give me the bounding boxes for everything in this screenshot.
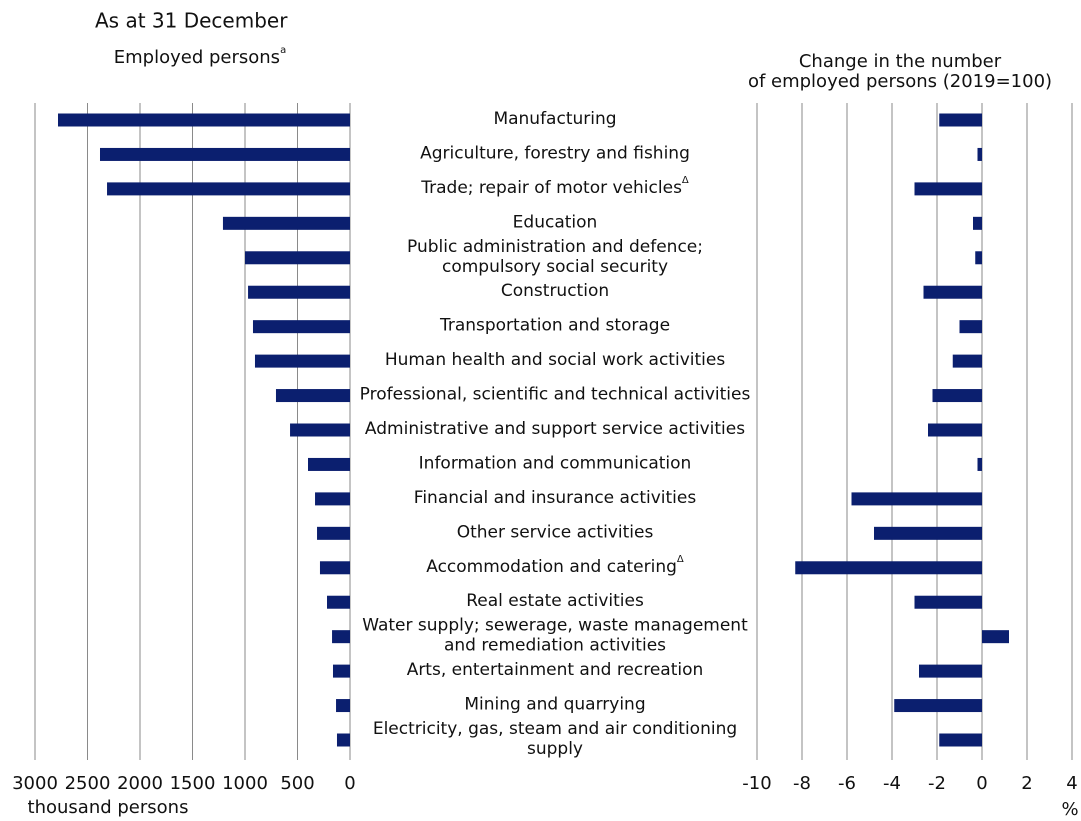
category-label: Professional, scientific and technical a…: [360, 385, 751, 405]
x-tick-label: 2500: [65, 773, 111, 794]
category-label: Construction: [501, 281, 609, 301]
bar: [245, 251, 350, 265]
subtitle: As at 31 December: [95, 9, 288, 33]
bar: [308, 457, 350, 471]
category-label: Manufacturing: [493, 109, 616, 129]
bar: [959, 320, 982, 334]
bar: [290, 423, 350, 437]
category-label: Trade; repair of motor vehiclesΔ: [420, 175, 689, 198]
bar: [248, 285, 350, 299]
x-tick-label: -4: [883, 773, 901, 794]
bar: [874, 526, 982, 540]
x-tick-label: 3000: [12, 773, 58, 794]
bar: [336, 699, 350, 713]
x-tick-label: 2000: [117, 773, 163, 794]
x-tick-label: 500: [280, 773, 314, 794]
category-label: Public administration and defence; compul…: [407, 237, 703, 277]
bar: [275, 389, 350, 403]
bar: [973, 216, 982, 230]
bar: [252, 320, 350, 334]
bar: [977, 147, 982, 161]
bar: [336, 733, 350, 747]
bar: [99, 147, 351, 161]
category-label: Education: [513, 212, 598, 232]
bar: [315, 492, 350, 506]
bar: [932, 389, 982, 403]
bar: [327, 595, 350, 609]
bar: [851, 492, 982, 506]
x-axis-label: %: [1061, 799, 1078, 820]
category-label: Real estate activities: [466, 591, 644, 611]
bar: [919, 664, 982, 678]
category-label: Accommodation and cateringΔ: [426, 554, 684, 577]
bar: [928, 423, 982, 437]
bar: [254, 354, 350, 368]
axis-title: Change in the number of employed persons …: [748, 51, 1052, 92]
bar: [952, 354, 982, 368]
x-tick-label: 0: [976, 773, 987, 794]
bar: [332, 664, 350, 678]
category-label: Financial and insurance activities: [414, 488, 697, 508]
bar: [222, 216, 350, 230]
category-label: Water supply; sewerage, waste management…: [362, 616, 748, 656]
bar: [982, 630, 1009, 644]
category-label: Information and communication: [419, 453, 692, 473]
bar: [894, 699, 982, 713]
x-tick-label: -8: [793, 773, 811, 794]
category-label: Arts, entertainment and recreation: [407, 660, 704, 680]
category-label: Other service activities: [457, 522, 654, 542]
bar: [795, 561, 982, 575]
bar: [317, 526, 350, 540]
x-tick-label: -10: [742, 773, 771, 794]
bar: [977, 457, 982, 471]
bar: [923, 285, 982, 299]
bar: [57, 113, 351, 127]
category-label: Transportation and storage: [439, 316, 670, 336]
bar: [107, 182, 350, 196]
x-tick-label: 1500: [170, 773, 216, 794]
bar: [914, 595, 982, 609]
bar: [319, 561, 350, 575]
category-label: Administrative and support service activ…: [365, 419, 745, 439]
bar: [914, 182, 982, 196]
category-label: Electricity, gas, steam and air conditio…: [373, 719, 737, 759]
x-tick-label: -6: [838, 773, 856, 794]
x-tick-label: 0: [344, 773, 355, 794]
axis-title: Employed personsa: [114, 45, 286, 68]
bar: [332, 630, 350, 644]
category-label: Agriculture, forestry and fishing: [420, 143, 690, 163]
bar: [939, 733, 982, 747]
x-tick-label: 4: [1066, 773, 1077, 794]
bar: [975, 251, 982, 265]
bar: [939, 113, 982, 127]
x-axis-label: thousand persons: [28, 797, 189, 818]
x-tick-label: 2: [1021, 773, 1032, 794]
category-label: Mining and quarrying: [464, 695, 645, 715]
category-label: Human health and social work activities: [385, 350, 726, 370]
x-tick-label: 1000: [222, 773, 268, 794]
x-tick-label: -2: [928, 773, 946, 794]
